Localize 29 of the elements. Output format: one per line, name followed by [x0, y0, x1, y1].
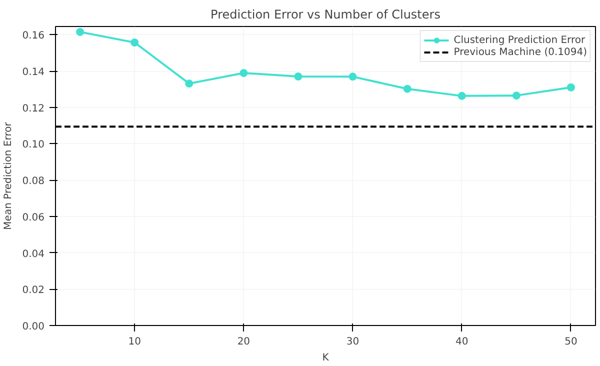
point [566, 83, 575, 92]
point [458, 92, 466, 100]
legend-label: Previous Machine (0.1094) [454, 46, 587, 58]
point [130, 38, 139, 46]
x-tick-label: 50 [564, 336, 578, 348]
point [512, 92, 520, 100]
point [240, 69, 248, 78]
y-tick-label: 0.04 [22, 248, 44, 260]
x-axis-title: K [322, 352, 330, 364]
y-tick-label: 0.16 [22, 30, 44, 42]
legend-label: Clustering Prediction Error [454, 34, 586, 46]
point [403, 84, 412, 93]
y-tick-label: 0.10 [22, 140, 44, 151]
point [348, 72, 357, 81]
point [185, 80, 194, 88]
x-tick-label: 40 [456, 336, 468, 348]
y-tick-label: 0.12 [22, 103, 44, 114]
x-tick-label: 20 [237, 336, 250, 348]
y-tick-label: 0.08 [22, 176, 44, 188]
x-tick-label: 30 [346, 336, 360, 348]
y-tick-label: 0.02 [22, 285, 44, 296]
x-tick-label: 10 [128, 336, 141, 348]
y-tick-label: 0.00 [22, 322, 44, 332]
y-axis-title: Mean Prediction Error [3, 121, 14, 230]
y-tick-label: 0.06 [22, 212, 44, 224]
point [76, 28, 84, 36]
y-tick-label: 0.14 [22, 67, 44, 78]
point [294, 72, 302, 80]
chart-title: Prediction Error vs Number of Clusters [210, 8, 440, 22]
